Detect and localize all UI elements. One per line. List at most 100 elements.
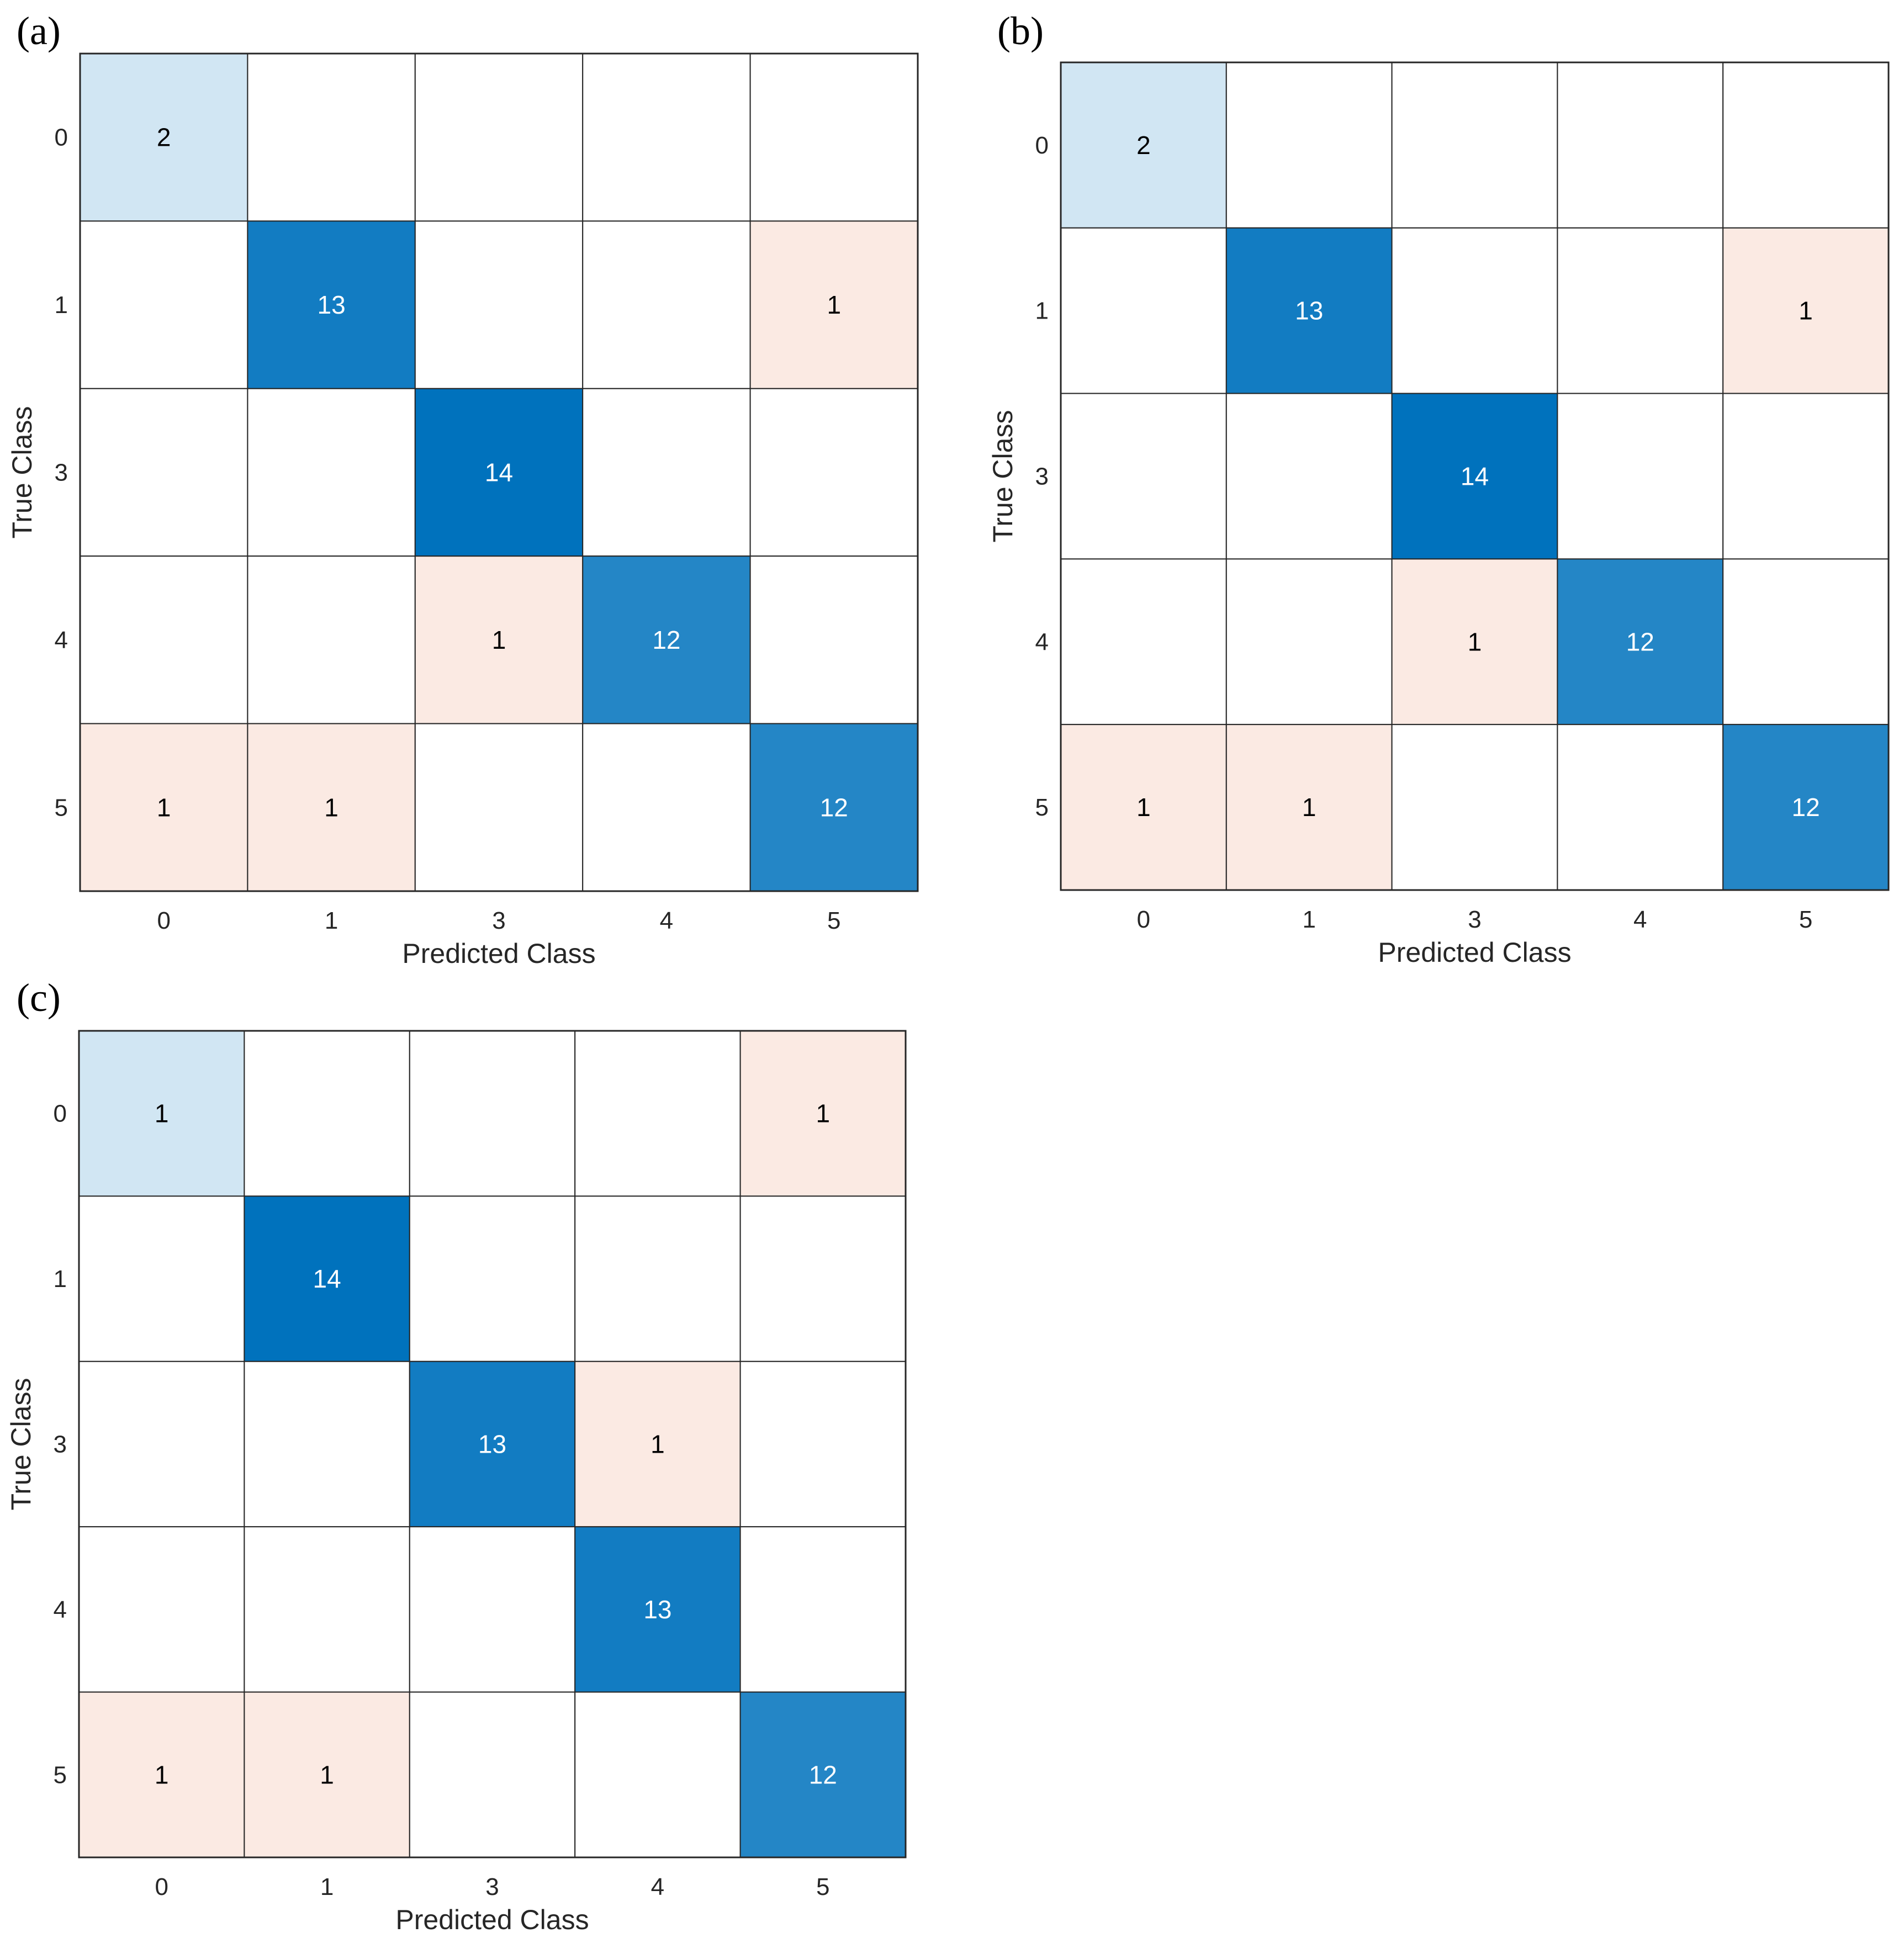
y-tick-c-2: 3: [54, 1431, 67, 1458]
cell-a-r3-c4: [749, 555, 918, 724]
x-tick-a-1: 1: [325, 907, 338, 934]
cell-b-r0-c3: [1557, 62, 1724, 229]
cell-b-r1-c4: [1722, 227, 1889, 394]
cell-c-r1-c3: [574, 1195, 741, 1362]
cell-c-r3-c4: [739, 1526, 906, 1693]
cell-value-b-r1-c1: 13: [1295, 296, 1323, 325]
cell-a-r4-c2: [414, 723, 584, 892]
matrix-frame-a: [79, 52, 919, 892]
cell-c-r3-c1: [244, 1526, 410, 1693]
cell-c-r3-c0: [78, 1526, 245, 1693]
cell-value-a-r3-c2: 1: [492, 626, 506, 654]
cell-b-r4-c1: [1225, 724, 1393, 891]
cell-b-r0-c1: [1225, 62, 1393, 229]
matrix-frame-c: [78, 1030, 907, 1858]
y-tick-a-2: 3: [55, 459, 68, 486]
x-tick-a-4: 5: [827, 907, 840, 934]
panel-label-c: (c): [17, 976, 61, 1020]
cell-a-r1-c0: [80, 220, 248, 389]
cell-b-r4-c0: [1060, 724, 1227, 891]
y-axis-label-b: True Class: [987, 410, 1018, 543]
panel-label-b: (b): [997, 9, 1044, 53]
cell-value-a-r2-c2: 14: [485, 458, 513, 487]
cell-value-b-r1-c4: 1: [1799, 296, 1813, 325]
x-tick-a-2: 3: [492, 907, 505, 934]
cell-a-r1-c1: [247, 220, 416, 389]
cell-value-a-r1-c4: 1: [827, 290, 842, 319]
cell-value-a-r4-c1: 1: [324, 793, 339, 822]
x-tick-c-0: 0: [155, 1873, 168, 1900]
y-tick-c-0: 0: [54, 1100, 67, 1127]
cell-b-r1-c3: [1557, 227, 1724, 394]
cell-value-c-r4-c4: 12: [809, 1760, 837, 1789]
cell-c-r2-c3: [574, 1360, 741, 1528]
x-tick-b-1: 1: [1302, 906, 1315, 933]
cell-b-r2-c1: [1225, 393, 1393, 560]
y-tick-a-0: 0: [55, 124, 68, 151]
cell-a-r3-c1: [247, 555, 416, 724]
cell-value-a-r1-c1: 13: [318, 290, 346, 319]
cell-c-r1-c2: [409, 1195, 576, 1362]
x-axis-label-b: Predicted Class: [1378, 937, 1571, 968]
x-tick-b-3: 4: [1633, 906, 1647, 933]
cell-c-r0-c2: [409, 1030, 576, 1197]
cell-b-r1-c1: [1225, 227, 1393, 394]
y-tick-c-4: 5: [54, 1761, 67, 1788]
cell-c-r3-c3: [574, 1526, 741, 1693]
y-tick-b-2: 3: [1035, 463, 1049, 490]
cell-a-r0-c1: [247, 53, 416, 222]
cell-value-c-r4-c0: 1: [155, 1760, 169, 1789]
x-tick-c-4: 5: [816, 1873, 829, 1900]
cell-value-b-r0-c0: 2: [1136, 131, 1151, 160]
cell-a-r4-c4: [749, 723, 918, 892]
cell-b-r0-c4: [1722, 62, 1889, 229]
y-tick-a-1: 1: [55, 292, 68, 319]
cell-value-b-r4-c1: 1: [1302, 793, 1316, 822]
cell-a-r1-c2: [414, 220, 584, 389]
cell-b-r0-c2: [1391, 62, 1558, 229]
x-tick-b-2: 3: [1468, 906, 1481, 933]
matrix-frame-b: [1060, 61, 1890, 891]
cell-c-r1-c1: [244, 1195, 410, 1362]
cell-c-r2-c4: [739, 1360, 906, 1528]
cell-a-r1-c4: [749, 220, 918, 389]
cell-c-r4-c4: [739, 1691, 906, 1858]
y-axis-label-c: True Class: [6, 1378, 36, 1511]
cell-b-r3-c0: [1060, 558, 1227, 726]
cell-b-r3-c3: [1557, 558, 1724, 726]
x-axis-label-a: Predicted Class: [402, 938, 595, 969]
x-tick-a-0: 0: [157, 907, 170, 934]
cell-b-r4-c3: [1557, 724, 1724, 891]
x-tick-b-4: 5: [1799, 906, 1812, 933]
cell-a-r2-c3: [582, 388, 751, 557]
cell-value-a-r3-c3: 12: [652, 626, 680, 654]
cell-a-r2-c2: [414, 388, 584, 557]
cell-value-a-r0-c0: 2: [157, 123, 171, 152]
cell-c-r0-c4: [739, 1030, 906, 1197]
cell-b-r2-c0: [1060, 393, 1227, 560]
cell-c-r4-c1: [244, 1691, 410, 1858]
cell-a-r2-c4: [749, 388, 918, 557]
cell-value-c-r1-c1: 14: [313, 1264, 341, 1293]
cell-c-r2-c1: [244, 1360, 410, 1528]
cell-a-r0-c3: [582, 53, 751, 222]
cell-value-b-r2-c2: 14: [1461, 462, 1489, 491]
cell-value-c-r0-c0: 1: [155, 1099, 169, 1128]
x-tick-a-3: 4: [660, 907, 673, 934]
y-axis-label-a: True Class: [7, 406, 38, 539]
cell-c-r4-c3: [574, 1691, 741, 1858]
x-tick-c-2: 3: [485, 1873, 499, 1900]
cell-a-r4-c0: [80, 723, 248, 892]
cell-c-r0-c3: [574, 1030, 741, 1197]
cell-value-c-r0-c4: 1: [816, 1099, 831, 1128]
cell-value-c-r2-c3: 1: [650, 1430, 665, 1459]
x-tick-b-0: 0: [1137, 906, 1150, 933]
cell-a-r3-c0: [80, 555, 248, 724]
cell-b-r1-c0: [1060, 227, 1227, 394]
cell-value-b-r4-c0: 1: [1136, 793, 1151, 822]
cell-value-a-r4-c0: 1: [157, 793, 171, 822]
cell-b-r4-c2: [1391, 724, 1558, 891]
